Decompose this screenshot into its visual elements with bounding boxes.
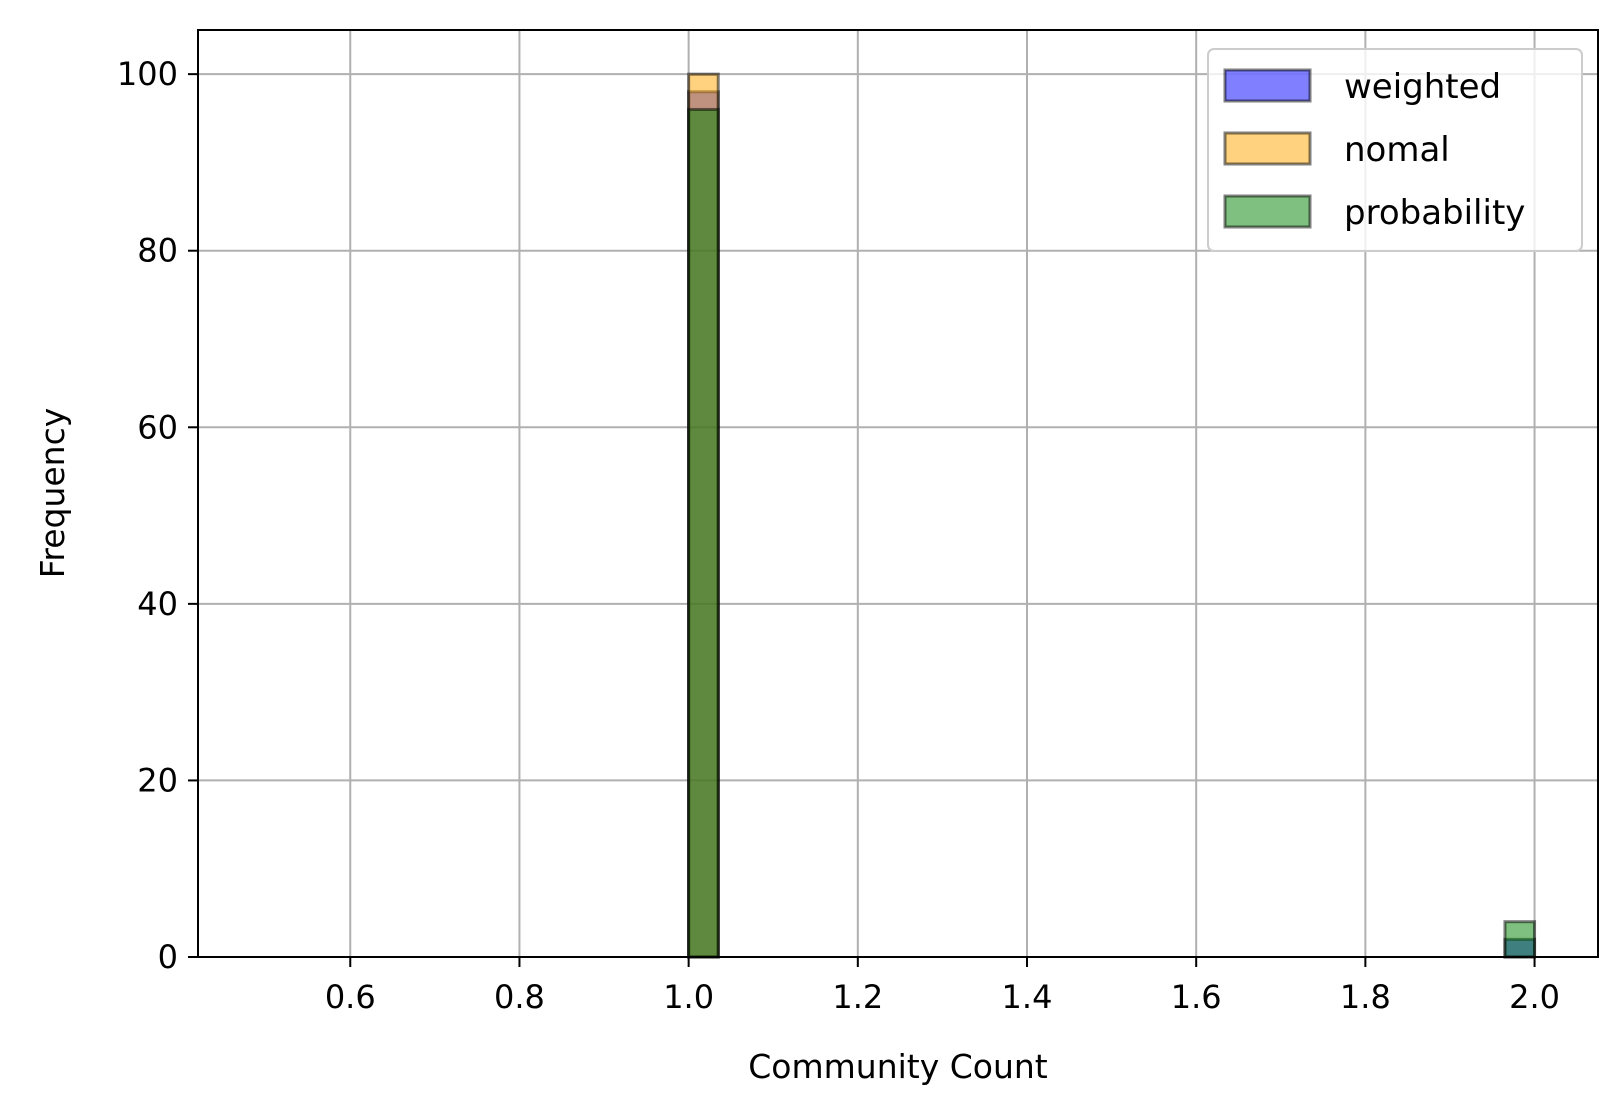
plot-frame <box>197 29 1599 958</box>
x-tick-label-4: 1.4 <box>1002 978 1053 1016</box>
bar-probability-0 <box>687 107 720 959</box>
y-tick-label-5: 100 <box>117 55 178 93</box>
legend-label-probability: probability <box>1344 193 1525 233</box>
x-tick-label-3: 1.2 <box>832 978 883 1016</box>
legend-swatch-nomal <box>1223 131 1312 166</box>
bar-probability-2 <box>1503 920 1537 959</box>
y-tick-label-3: 60 <box>137 408 178 446</box>
x-tick-label-7: 2.0 <box>1509 978 1560 1016</box>
x-tick-label-5: 1.6 <box>1171 978 1222 1016</box>
bars <box>687 72 1537 959</box>
x-axis-title: Community Count <box>748 1047 1048 1086</box>
legend-label-nomal: nomal <box>1344 130 1450 170</box>
y-tick-label-0: 0 <box>158 938 178 976</box>
y-tick-label-2: 40 <box>137 585 178 623</box>
y-tick-label-1: 20 <box>137 761 178 799</box>
legend-swatch-probability <box>1223 194 1312 229</box>
x-tick-label-6: 1.8 <box>1340 978 1391 1016</box>
x-tick-label-2: 1.0 <box>663 978 714 1016</box>
x-tick-label-0: 0.6 <box>325 978 376 1016</box>
legend: weighted nomal probability <box>1207 48 1583 252</box>
x-tick-label-1: 0.8 <box>494 978 545 1016</box>
y-tick-label-4: 80 <box>137 232 178 270</box>
legend-label-weighted: weighted <box>1344 67 1501 107</box>
axis-ticks: 0.6 0.8 1.0 1.2 1.4 1.6 1.8 2.0 0 20 40 60 80 100 <box>117 55 1560 1016</box>
y-axis-title: Frequency <box>33 408 72 578</box>
legend-swatch-weighted <box>1223 68 1312 103</box>
